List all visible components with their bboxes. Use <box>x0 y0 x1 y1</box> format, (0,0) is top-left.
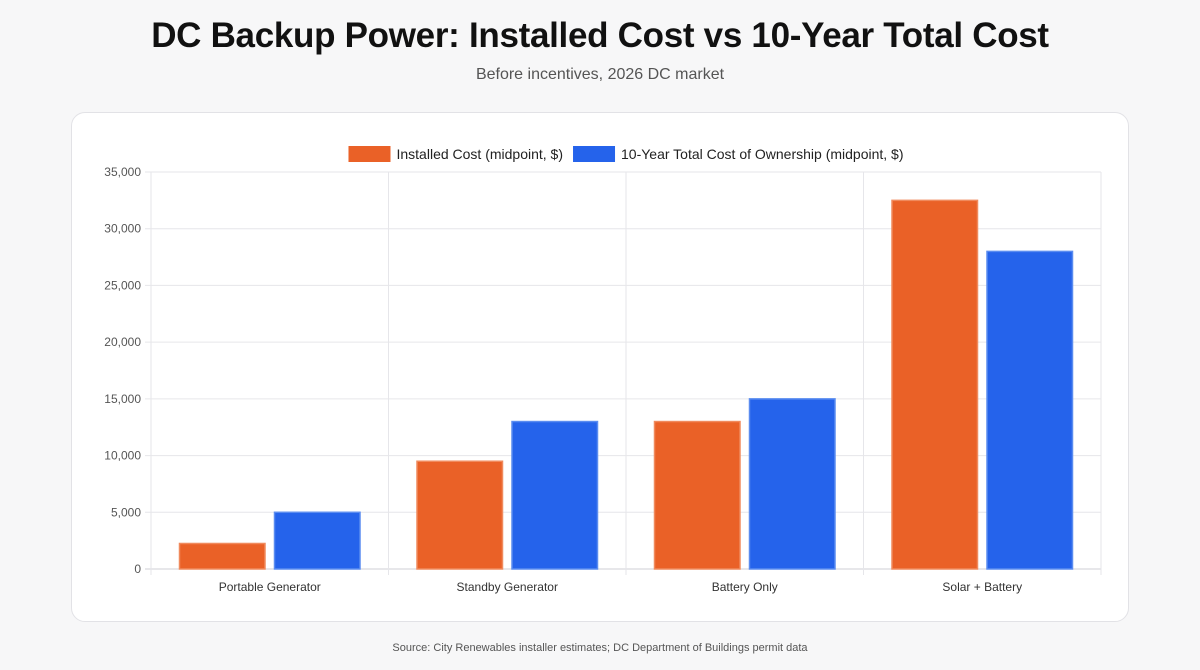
legend-item[interactable]: Installed Cost (midpoint, $) <box>348 146 563 162</box>
y-tick-label: 5,000 <box>111 505 141 519</box>
x-tick-label: Standby Generator <box>457 580 558 594</box>
y-tick-label: 30,000 <box>104 222 141 236</box>
axes: 0 5,000 10,000 15,000 20,000 25,000 30,000 35,0… <box>104 165 1022 594</box>
bars <box>178 199 1074 570</box>
chart-title: DC Backup Power: Installed Cost vs 10-Ye… <box>151 16 1049 55</box>
x-tick-label: Battery Only <box>712 580 778 594</box>
bar-installed-cost[interactable] <box>891 199 979 570</box>
x-tick-label: Portable Generator <box>219 580 321 594</box>
y-tick-label: 25,000 <box>104 278 141 292</box>
bar-total-cost-of-ownership[interactable] <box>748 398 836 570</box>
bar-total-cost-of-ownership[interactable] <box>511 420 599 570</box>
y-tick-label: 20,000 <box>104 335 141 349</box>
source-note: Source: City Renewables installer estima… <box>392 642 808 654</box>
bar-installed-cost[interactable] <box>178 542 266 570</box>
y-tick-label: 0 <box>134 562 141 576</box>
y-tick-label: 10,000 <box>104 449 141 463</box>
bar-installed-cost[interactable] <box>653 420 741 570</box>
legend-label: 10-Year Total Cost of Ownership (midpoin… <box>621 146 903 162</box>
bar-installed-cost[interactable] <box>416 460 504 570</box>
legend: Installed Cost (midpoint, $) 10-Year Tota… <box>348 146 904 162</box>
y-tick-label: 35,000 <box>104 165 141 179</box>
y-tick-label: 15,000 <box>104 392 141 406</box>
bar-total-cost-of-ownership[interactable] <box>986 250 1074 570</box>
legend-item[interactable]: 10-Year Total Cost of Ownership (midpoin… <box>573 146 904 162</box>
legend-swatch <box>573 146 616 162</box>
legend-label: Installed Cost (midpoint, $) <box>396 146 563 162</box>
chart-card: 0 5,000 10,000 15,000 20,000 25,000 30,000 35,0… <box>71 112 1129 622</box>
legend-swatch <box>348 146 391 162</box>
chart-subtitle: Before incentives, 2026 DC market <box>475 66 725 83</box>
bar-total-cost-of-ownership[interactable] <box>273 511 361 570</box>
bar-chart: 0 5,000 10,000 15,000 20,000 25,000 30,000 35,0… <box>104 146 1102 594</box>
x-tick-label: Solar + Battery <box>942 580 1022 594</box>
